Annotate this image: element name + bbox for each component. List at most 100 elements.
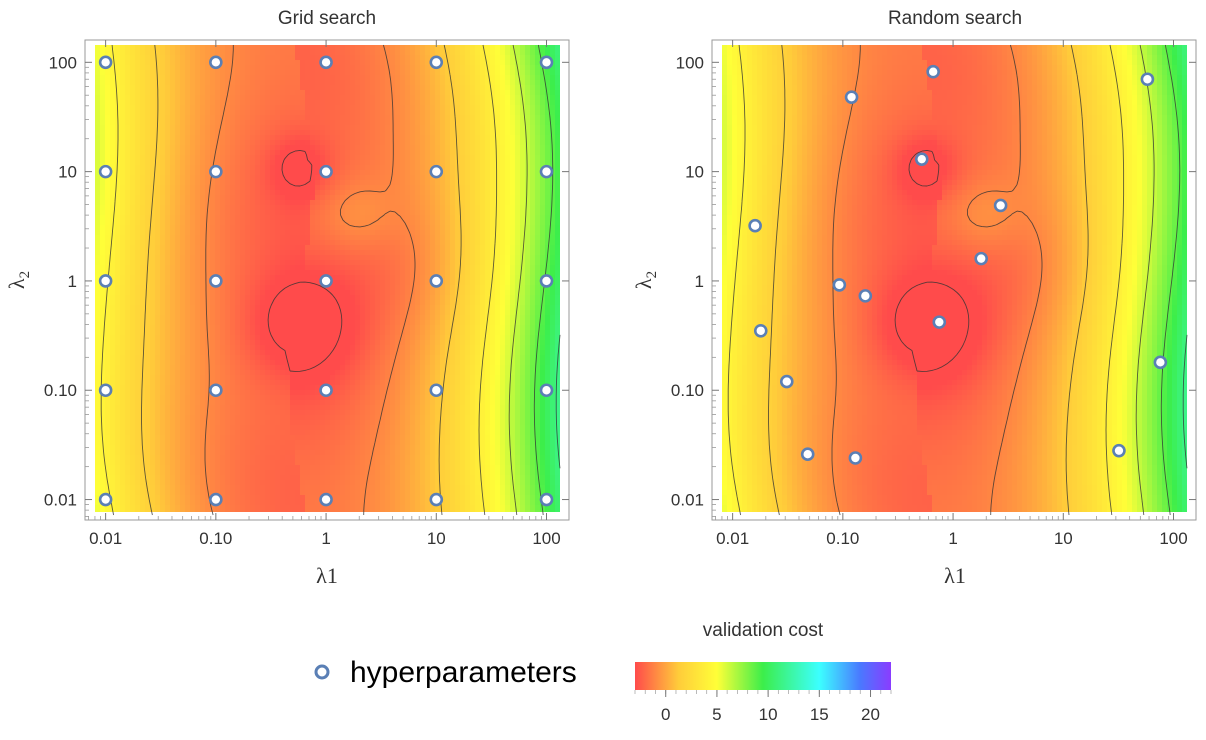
- cost-cell: [415, 260, 421, 266]
- cost-cell: [230, 295, 236, 301]
- cost-cell: [200, 260, 206, 266]
- cost-cell: [270, 235, 276, 241]
- cost-cell: [285, 265, 291, 271]
- cost-cell: [175, 45, 181, 51]
- cost-cell: [200, 145, 206, 151]
- cost-cell: [335, 190, 341, 196]
- cost-cell: [220, 215, 226, 221]
- cost-cell: [140, 170, 146, 176]
- cost-cell: [255, 165, 261, 171]
- cost-cell: [380, 170, 386, 176]
- cost-cell: [310, 190, 316, 196]
- cost-cell: [215, 80, 221, 86]
- cost-cell: [525, 130, 531, 136]
- cost-cell: [285, 75, 291, 81]
- cost-cell: [295, 45, 301, 51]
- cost-cell: [120, 300, 126, 306]
- cost-cell: [550, 255, 556, 261]
- cost-cell: [435, 85, 441, 91]
- cost-cell: [530, 195, 536, 201]
- cost-cell: [375, 60, 381, 66]
- cost-cell: [205, 190, 211, 196]
- cost-cell: [285, 275, 291, 281]
- cost-cell: [235, 310, 241, 316]
- cost-cell: [315, 180, 321, 186]
- cost-cell: [145, 170, 151, 176]
- cost-cell: [385, 125, 391, 131]
- cost-cell: [490, 125, 496, 131]
- cost-cell: [145, 120, 151, 126]
- cost-cell: [480, 235, 486, 241]
- cost-cell: [310, 165, 316, 171]
- cost-cell: [350, 130, 356, 136]
- cost-cell: [475, 80, 481, 86]
- cost-cell: [295, 130, 301, 136]
- cost-cell: [435, 195, 441, 201]
- cost-cell: [405, 210, 411, 216]
- cost-cell: [375, 185, 381, 191]
- cost-cell: [475, 225, 481, 231]
- cost-cell: [205, 85, 211, 91]
- cost-cell: [305, 75, 311, 81]
- cost-cell: [280, 145, 286, 151]
- cost-cell: [435, 45, 441, 51]
- cost-cell: [165, 230, 171, 236]
- cost-cell: [390, 45, 396, 51]
- cost-cell: [290, 110, 296, 116]
- cost-cell: [135, 45, 141, 51]
- cost-cell: [270, 160, 276, 166]
- cost-cell: [475, 260, 481, 266]
- cost-cell: [110, 245, 116, 251]
- cost-cell: [350, 145, 356, 151]
- cost-cell: [505, 275, 511, 281]
- cost-cell: [145, 275, 151, 281]
- cost-cell: [190, 90, 196, 96]
- cost-cell: [375, 215, 381, 221]
- cost-cell: [440, 145, 446, 151]
- cost-cell: [405, 205, 411, 211]
- cost-cell: [260, 240, 266, 246]
- cost-cell: [305, 145, 311, 151]
- cost-cell: [305, 305, 311, 311]
- cost-cell: [320, 310, 326, 316]
- cost-cell: [345, 230, 351, 236]
- cost-cell: [345, 265, 351, 271]
- cost-cell: [95, 280, 101, 286]
- cost-cell: [345, 180, 351, 186]
- cost-cell: [495, 100, 501, 106]
- cost-cell: [250, 290, 256, 296]
- cost-cell: [205, 310, 211, 316]
- cost-cell: [335, 145, 341, 151]
- cost-cell: [465, 200, 471, 206]
- cost-cell: [225, 75, 231, 81]
- cost-cell: [405, 120, 411, 126]
- cost-cell: [375, 85, 381, 91]
- cost-cell: [190, 220, 196, 226]
- cost-cell: [510, 275, 516, 281]
- cost-cell: [525, 165, 531, 171]
- cost-cell: [345, 215, 351, 221]
- cost-cell: [270, 275, 276, 281]
- cost-cell: [240, 300, 246, 306]
- cost-cell: [135, 135, 141, 141]
- cost-cell: [175, 200, 181, 206]
- cost-cell: [195, 135, 201, 141]
- cost-cell: [260, 110, 266, 116]
- cost-cell: [525, 55, 531, 61]
- cost-cell: [185, 300, 191, 306]
- cost-cell: [245, 60, 251, 66]
- cost-cell: [130, 270, 136, 276]
- cost-cell: [225, 285, 231, 291]
- cost-cell: [520, 115, 526, 121]
- cost-cell: [195, 170, 201, 176]
- cost-cell: [440, 85, 446, 91]
- cost-cell: [385, 190, 391, 196]
- cost-cell: [225, 305, 231, 311]
- cost-cell: [220, 220, 226, 226]
- cost-cell: [385, 65, 391, 71]
- cost-cell: [360, 265, 366, 271]
- cost-cell: [235, 160, 241, 166]
- cost-cell: [340, 305, 346, 311]
- cost-cell: [300, 155, 306, 161]
- cost-cell: [350, 65, 356, 71]
